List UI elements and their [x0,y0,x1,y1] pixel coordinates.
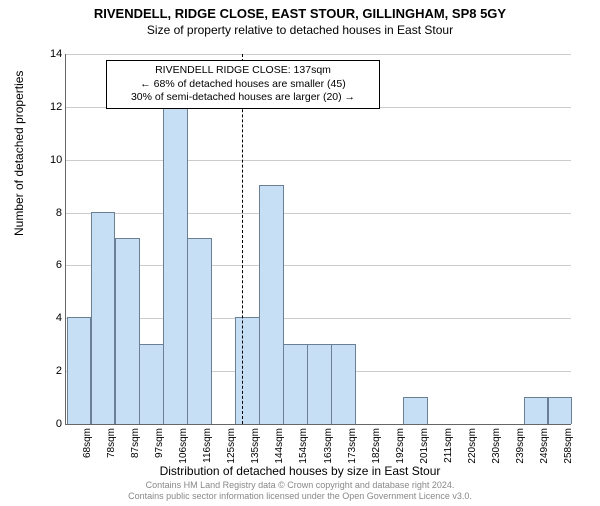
histogram-bar [283,344,308,424]
x-tick-label: 144sqm [274,428,285,468]
histogram-bar [91,212,116,424]
histogram-bar [115,238,140,424]
histogram-bar [235,317,260,424]
chart-plot-area: 68sqm78sqm87sqm97sqm106sqm116sqm125sqm13… [65,54,571,425]
x-tick-label: 78sqm [106,428,117,468]
y-axis-label: Number of detached properties [12,71,26,236]
reference-line [242,54,243,424]
histogram-bar [67,317,92,424]
y-tick-label: 12 [50,101,62,113]
x-tick-label: 211sqm [443,428,454,468]
x-tick-label: 220sqm [467,428,478,468]
x-tick-label: 106sqm [178,428,189,468]
x-axis-label: Distribution of detached houses by size … [0,464,600,478]
x-tick-label: 249sqm [539,428,550,468]
histogram-bar [163,106,188,424]
chart-subtitle: Size of property relative to detached ho… [0,23,600,37]
annotation-box: RIVENDELL RIDGE CLOSE: 137sqm← 68% of de… [106,60,380,109]
annotation-line: ← 68% of detached houses are smaller (45… [113,78,373,92]
gridline [66,265,571,266]
x-tick-label: 154sqm [298,428,309,468]
x-tick-label: 192sqm [395,428,406,468]
x-tick-label: 68sqm [82,428,93,468]
y-tick-label: 14 [50,48,62,60]
x-tick-label: 87sqm [130,428,141,468]
x-tick-label: 258sqm [563,428,574,468]
x-tick-label: 125sqm [226,428,237,468]
x-tick-label: 163sqm [323,428,334,468]
histogram-bar [187,238,212,424]
x-tick-label: 182sqm [371,428,382,468]
histogram-bar [139,344,164,424]
x-tick-label: 201sqm [419,428,430,468]
histogram-bar [524,397,549,424]
y-tick-label: 0 [50,418,62,430]
y-tick-label: 4 [50,312,62,324]
gridline [66,54,571,55]
y-tick-label: 6 [50,259,62,271]
annotation-line: 30% of semi-detached houses are larger (… [113,91,373,105]
y-tick-label: 2 [50,365,62,377]
histogram-bar [331,344,356,424]
chart-title: RIVENDELL, RIDGE CLOSE, EAST STOUR, GILL… [0,6,600,21]
y-tick-label: 10 [50,154,62,166]
gridline [66,160,571,161]
histogram-bar [259,185,284,424]
y-tick-label: 8 [50,207,62,219]
footer-line-2: Contains public sector information licen… [128,491,472,501]
gridline [66,318,571,319]
histogram-bar [548,397,573,424]
histogram-bar [307,344,332,424]
annotation-line: RIVENDELL RIDGE CLOSE: 137sqm [113,64,373,78]
x-tick-label: 239sqm [515,428,526,468]
chart-footer: Contains HM Land Registry data © Crown c… [0,480,600,503]
x-tick-label: 97sqm [154,428,165,468]
x-tick-label: 116sqm [202,428,213,468]
x-tick-label: 173sqm [347,428,358,468]
histogram-bar [403,397,428,424]
gridline [66,213,571,214]
x-tick-label: 135sqm [250,428,261,468]
footer-line-1: Contains HM Land Registry data © Crown c… [146,480,455,490]
x-tick-label: 230sqm [491,428,502,468]
